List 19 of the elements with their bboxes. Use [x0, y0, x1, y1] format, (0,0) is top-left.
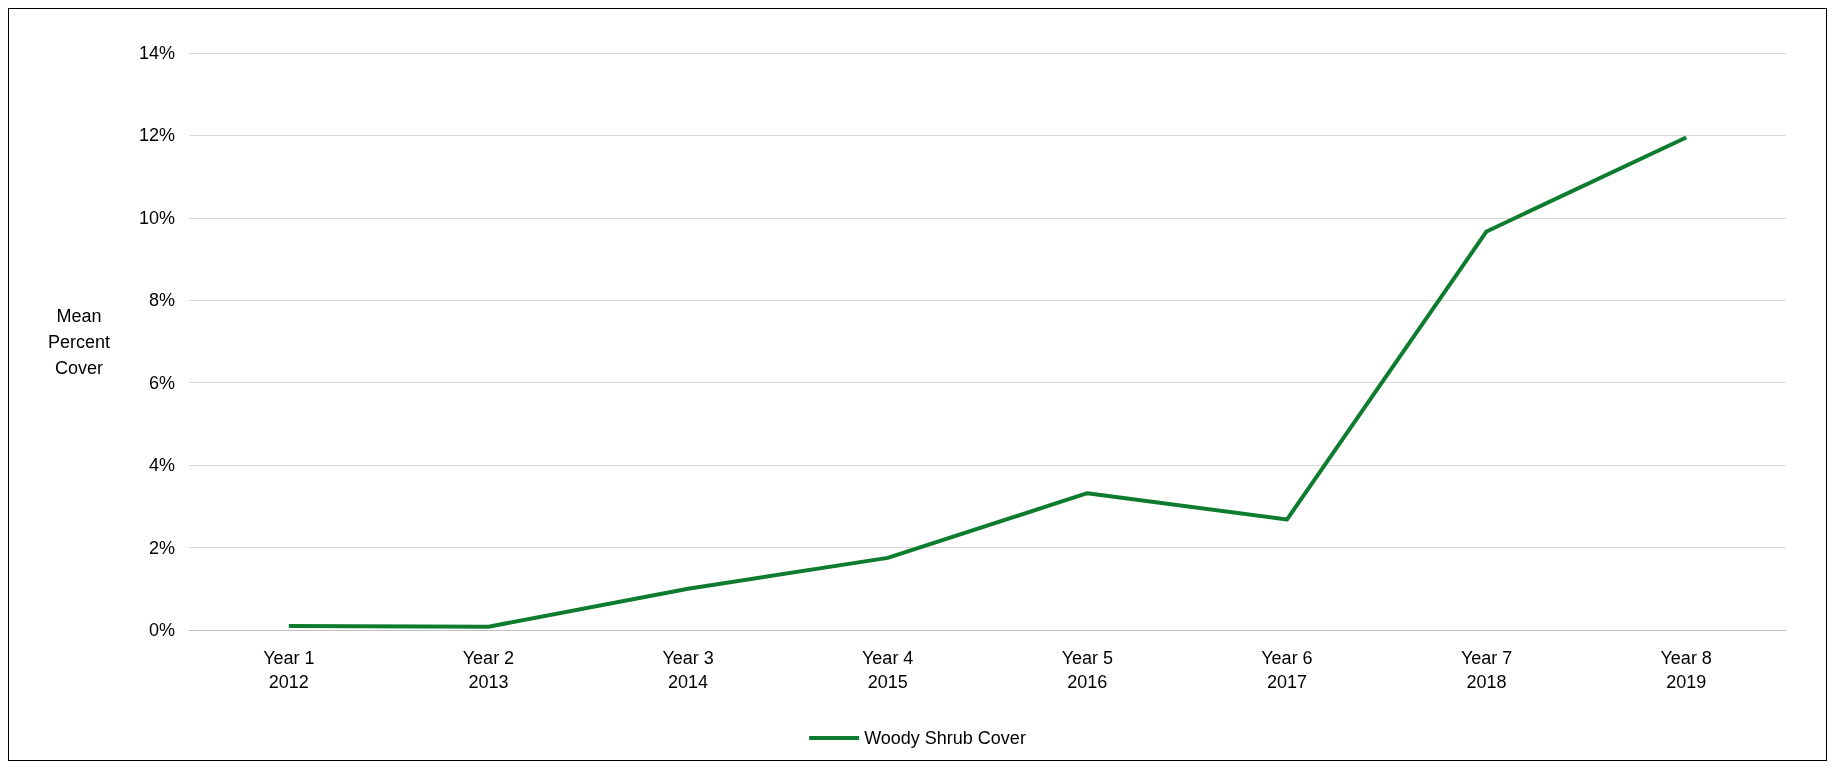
y-tick-label: 14%: [138, 43, 175, 63]
x-tick-label: Year 7 2018: [1460, 648, 1513, 692]
x-tick-label: Year 3 2014: [662, 648, 714, 692]
y-tick-label: 6%: [148, 372, 175, 393]
y-axis-title: Mean Percent Cover: [47, 305, 111, 378]
legend-label: Woody Shrub Cover: [864, 728, 1026, 748]
y-tick-label: 4%: [148, 455, 175, 476]
x-tick-label: Year 2 2013: [462, 648, 515, 692]
y-tick-label: 12%: [138, 125, 175, 146]
x-tick-label: Year 6 2017: [1261, 648, 1313, 692]
line-series: [286, 135, 1689, 629]
x-tick-label: Year 8 2019: [1660, 648, 1712, 692]
x-tick-label: Year 1 2012: [263, 648, 315, 692]
x-tick-label: Year 5 2016: [1061, 648, 1114, 692]
y-tick-label: 8%: [148, 290, 175, 311]
y-tick-label: 0%: [148, 620, 175, 640]
y-tick-label: 2%: [148, 537, 175, 558]
y-tick-label: 10%: [138, 207, 175, 228]
x-tick-label: Year 4 2015: [861, 648, 914, 692]
